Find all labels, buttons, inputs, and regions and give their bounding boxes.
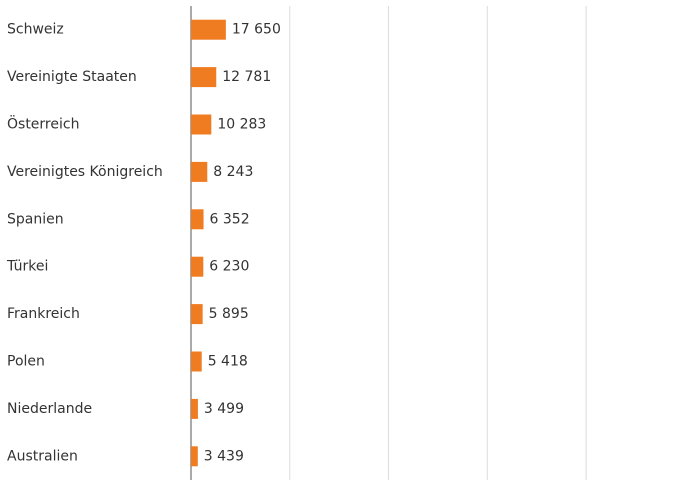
bar (191, 398, 198, 419)
bar (191, 446, 198, 467)
value-label: 3 439 (204, 448, 244, 464)
bar (191, 304, 203, 325)
category-label: Frankreich (7, 306, 80, 322)
bar (191, 209, 204, 230)
category-label: Polen (7, 354, 45, 370)
category-label: Australien (7, 448, 78, 464)
bar (191, 67, 217, 88)
value-label: 10 283 (217, 117, 266, 133)
value-label: 6 352 (210, 211, 250, 227)
category-label: Türkei (6, 259, 48, 275)
value-label: 5 418 (208, 354, 248, 370)
value-label: 12 781 (222, 69, 271, 85)
category-label: Vereinigtes Königreich (7, 164, 163, 180)
value-label: 8 243 (213, 164, 253, 180)
value-label: 17 650 (232, 22, 281, 38)
category-label: Österreich (7, 115, 79, 133)
category-label: Vereinigte Staaten (7, 69, 137, 85)
category-label: Schweiz (7, 22, 64, 38)
bar (191, 351, 202, 372)
bar (191, 256, 204, 277)
bar (191, 114, 212, 135)
bar (191, 19, 226, 40)
category-label: Spanien (7, 211, 64, 227)
value-label: 6 230 (209, 259, 249, 275)
value-label: 5 895 (209, 306, 249, 322)
bar (191, 161, 208, 182)
value-label: 3 499 (204, 401, 244, 417)
category-label: Niederlande (7, 401, 92, 417)
